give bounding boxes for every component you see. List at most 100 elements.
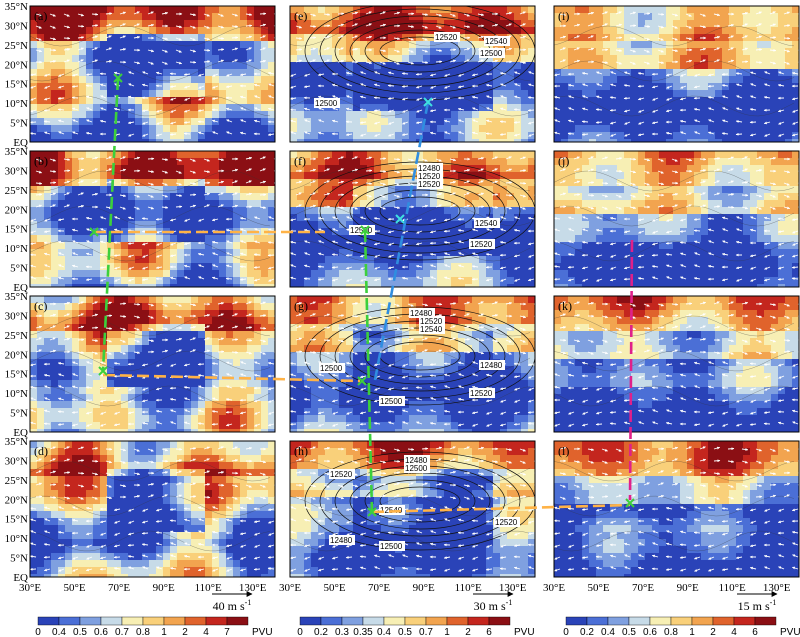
y-tick-label: 10°N [5,388,28,400]
x-tick-label: 130°E [499,582,527,594]
track-line-green [101,77,120,372]
contour-label: 12480 [418,164,441,173]
panel-frame [29,5,276,143]
y-tick-label: 35°N [5,1,28,13]
axes: 35°N 30°N 25°N 20°N 15°N 10°N 5°N EQ 35°N 30°N 25°… [5,1,791,594]
y-tick-label: 30°N [5,165,28,177]
colorbar-swatch [712,616,735,626]
y-tick-label: 25°N [5,185,28,197]
panel-label: (a) [34,9,47,23]
contour-label: 12520 [420,317,443,326]
x-tick-label: 30°E [19,582,41,594]
contour-label: 12520 [435,33,458,42]
track-marker [113,73,123,83]
y-tick-label: 5°N [10,118,28,130]
colorbar-swatch [341,616,364,626]
colorbar-tick-label: 6 [486,627,492,637]
y-tick-label: 20°N [5,349,28,361]
colorbar-swatch [58,616,81,626]
colorbar-tick-label: 6 [752,627,758,637]
track-line-blue [373,101,430,381]
reference-vector-exponent: -1 [245,598,252,607]
y-tick-label: 35°N [5,291,28,303]
colorbar-swatch [446,616,469,626]
colorbar-tick-label: 0 [563,627,569,637]
panel-frame [553,295,800,433]
colorbar-tick-label: 2 [465,627,471,637]
colorbar-swatch [121,616,144,626]
panel-label: (d) [34,444,48,458]
x-tick-label: 90°E [413,582,435,594]
map-panel: (l) [553,440,800,578]
panel-frame [553,5,800,143]
panel-frame [553,150,800,288]
x-tick-label: 110°E [719,582,746,594]
track-marker [98,366,108,376]
x-tick-label: 70°E [632,582,654,594]
panel-label: (g) [294,299,308,313]
contour-label: 12500 [405,464,428,473]
colorbar-tick-label: 0.8 [136,627,150,637]
x-tick-label: 110°E [455,582,482,594]
x-tick-label: 30°E [279,582,301,594]
x-tick-label: 90°E [153,582,175,594]
colorbar-tick-label: 0.6 [94,627,108,637]
panel-frame [289,5,536,143]
track-line-orange [102,373,361,383]
map-panel: (c) [29,295,276,433]
colorbar-unit: PVU [252,627,273,637]
reference-vector-label: 15 m s-1 [738,598,777,613]
y-tick-label: 10°N [5,243,28,255]
colorbars: 0 0.4 0.5 0.6 0.7 0.8 1 2 4 7 PVU 0 0.2 0.3 0.35 0.4 0.5… [35,616,800,637]
colorbar-unit: PVU [780,627,800,637]
panel-label: (l) [558,444,569,458]
track-overlay [89,73,635,517]
colorbar-swatch [184,616,207,626]
panel-frame [289,295,536,433]
contour-label: 12500 [380,397,403,406]
colorbar-swatch [649,616,672,626]
colorbar-swatch [205,616,228,626]
panel-label: (i) [558,9,569,23]
colorbar-swatch [37,616,60,626]
x-tick-label: 70°E [108,582,130,594]
colorbar-swatch [226,616,249,626]
colorbar-swatch [467,616,490,626]
colorbar-swatch [163,616,186,626]
colorbar-swatch [565,616,588,626]
map-panel: (i) [553,5,800,143]
map-panel: (j) [553,150,800,288]
colorbar-tick-label: 0.2 [314,627,328,637]
y-tick-label: 15°N [5,79,28,91]
track-marker [367,507,377,517]
panel-frame [29,295,276,433]
track-marker [357,376,367,386]
panel-label: (k) [558,299,572,313]
colorbar-tick-label: 4 [731,627,737,637]
y-tick-label: 5°N [10,553,28,565]
x-tick-label: 70°E [368,582,390,594]
contour-label: 12480 [480,361,503,370]
contour-label: 12480 [410,309,433,318]
colorbar-swatch [628,616,651,626]
reference-vectors: 40 m s-1 30 m s-1 15 m s-1 [212,591,778,613]
contour-label: 12480 [405,456,428,465]
y-tick-label: 20°N [5,494,28,506]
contour-label: 12540 [485,37,508,46]
y-tick-label: 25°N [5,40,28,52]
contour-label: 12500 [480,49,503,58]
contour-label: 12500 [320,364,343,373]
reference-vector-label: 40 m s-1 [213,598,252,613]
y-tick-label: 30°N [5,455,28,467]
track-marker [395,214,405,224]
colorbar-swatch [754,616,777,626]
x-tick-label: 130°E [239,582,267,594]
x-tick-label: 90°E [677,582,699,594]
y-tick-label: EQ [13,427,28,439]
y-tick-label: 25°N [5,475,28,487]
colorbar-swatch [100,616,123,626]
colorbar-swatch [670,616,693,626]
x-tick-label: 30°E [543,582,565,594]
contour-label: 12480 [330,536,353,545]
